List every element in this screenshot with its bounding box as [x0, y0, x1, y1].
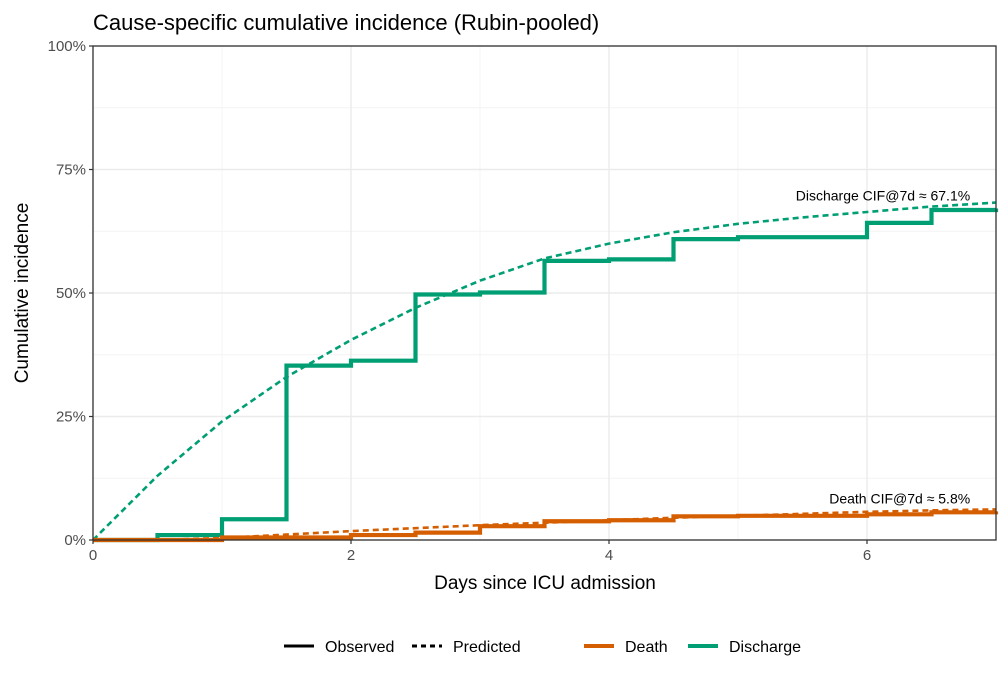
axis-ticks: 0 2 4 6 0% 25% 50% 75% 100%	[48, 38, 872, 564]
discharge-observed-line	[93, 207, 999, 543]
legend-label-death: Death	[625, 639, 668, 656]
legend-label-discharge: Discharge	[729, 639, 801, 656]
cif-annotation: Death CIF@7d ≈ 5.8%	[829, 490, 970, 506]
x-tick-label: 4	[605, 547, 613, 564]
y-tick-label: 0%	[64, 532, 86, 549]
x-tick-label: 2	[347, 547, 355, 564]
y-axis-title: Cumulative incidence	[12, 203, 33, 384]
x-tick-label: 0	[89, 547, 97, 564]
discharge-predicted-line	[92, 201, 997, 541]
legend-label-predicted: Predicted	[453, 639, 521, 656]
death-predicted-line	[93, 508, 997, 542]
y-tick-label: 50%	[56, 285, 86, 302]
cif-annotation: Discharge CIF@7d ≈ 67.1%	[796, 188, 970, 204]
x-tick-label: 6	[863, 547, 871, 564]
legend-label-observed: Observed	[325, 639, 394, 656]
chart-title: Cause-specific cumulative incidence (Rub…	[93, 10, 599, 35]
y-tick-label: 75%	[56, 162, 86, 179]
y-tick-label: 25%	[56, 409, 86, 426]
x-axis-title: Days since ICU admission	[434, 573, 656, 594]
death-observed-line	[93, 510, 999, 543]
plot-series	[92, 201, 999, 543]
y-tick-label: 100%	[48, 38, 86, 55]
annotations: Discharge CIF@7d ≈ 67.1% Death CIF@7d ≈ 5…	[796, 188, 970, 507]
legend: Observed Predicted Death Discharge	[284, 639, 801, 656]
